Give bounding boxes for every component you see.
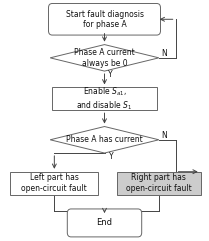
Text: Start fault diagnosis
for phase A: Start fault diagnosis for phase A [65, 10, 144, 29]
FancyBboxPatch shape [67, 209, 142, 237]
Text: Phase A current
always be 0: Phase A current always be 0 [74, 48, 135, 67]
Polygon shape [50, 45, 159, 71]
Text: Left part has
open-circuit fault: Left part has open-circuit fault [22, 174, 87, 193]
Text: N: N [161, 131, 167, 140]
Bar [117, 172, 201, 195]
Polygon shape [50, 127, 159, 153]
Text: Y: Y [109, 152, 113, 161]
Text: Phase A has current: Phase A has current [66, 135, 143, 144]
Text: Enable $S_{a1}$,
and disable $S_1$: Enable $S_{a1}$, and disable $S_1$ [76, 85, 133, 112]
FancyBboxPatch shape [48, 3, 161, 35]
Text: N: N [161, 49, 167, 58]
Bar [52, 87, 157, 110]
Bar [10, 172, 98, 195]
Text: Right part has
open-circuit fault: Right part has open-circuit fault [126, 174, 192, 193]
Text: End: End [97, 218, 112, 228]
Text: Y: Y [108, 70, 112, 79]
